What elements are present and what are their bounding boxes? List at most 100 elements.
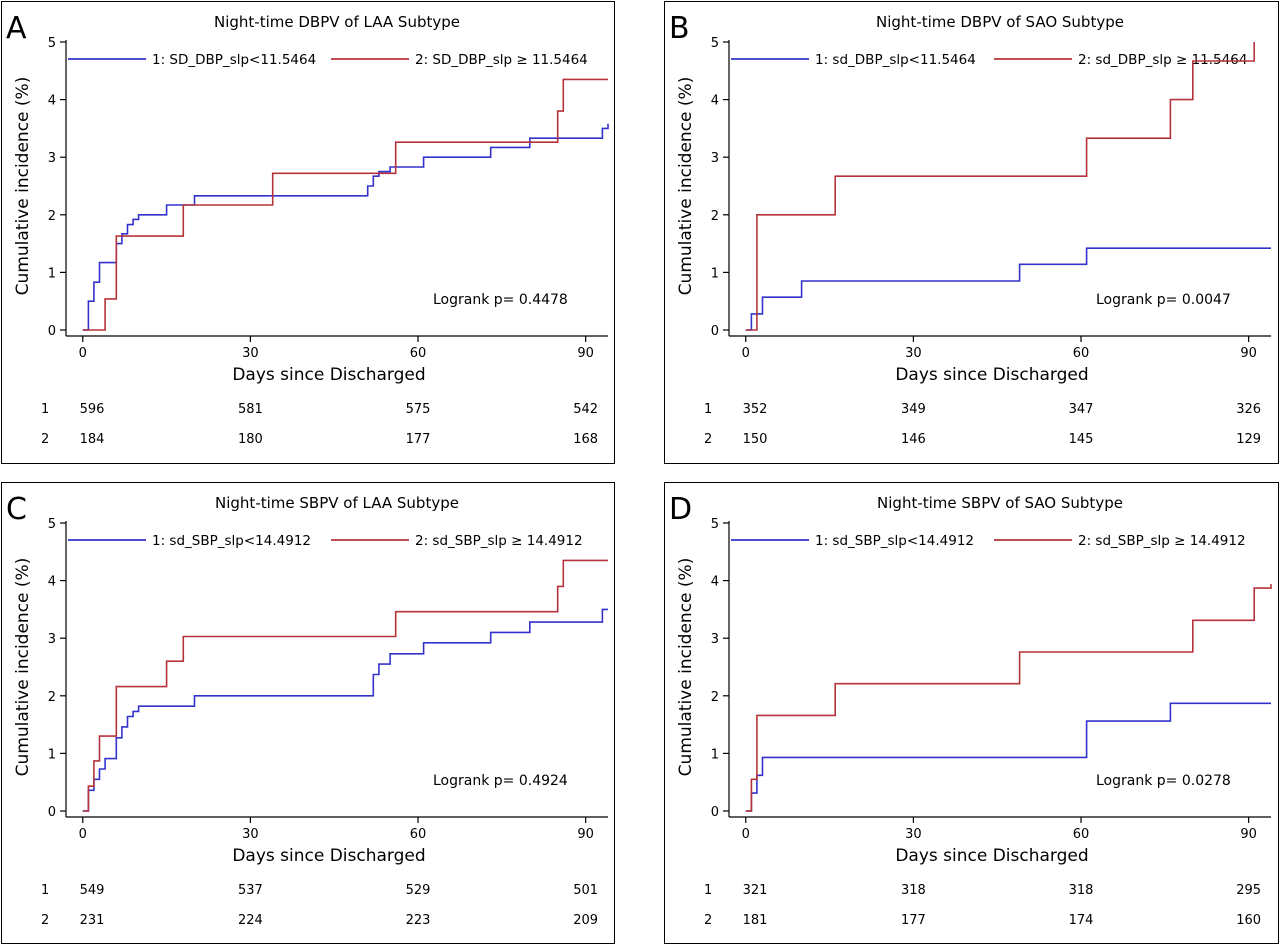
legend-label: 2: sd_SBP_slp ≥ 14.4912: [415, 533, 583, 549]
y-tick-label: 1: [48, 747, 56, 762]
at-risk-count: 177: [901, 913, 926, 928]
km-chart-c: C Night-time SBPV of LAA Subtype 0 1 2 3 4 5 0 30…: [6, 492, 608, 928]
at-risk-count: 501: [573, 883, 598, 898]
y-axis-label: Cumulative incidence (%): [676, 558, 696, 777]
y-tick-label: 2: [48, 209, 56, 224]
km-curve-group-2: [82, 559, 608, 812]
y-tick-label: 5: [711, 36, 719, 51]
x-tick-label: 90: [577, 827, 594, 842]
chart-title: Night-time DBPV of LAA Subtype: [214, 13, 460, 31]
at-risk-count: 160: [1236, 913, 1261, 928]
risk-row-label: 1: [41, 883, 49, 898]
at-risk-count: 549: [80, 883, 105, 898]
legend-label: 1: sd_DBP_slp<11.5464: [815, 52, 976, 68]
y-tick-label: 0: [711, 805, 719, 820]
logrank-annotation: Logrank p= 0.4924: [433, 773, 568, 789]
at-risk-count: 145: [1069, 432, 1094, 447]
y-tick-label: 3: [48, 151, 56, 166]
panel-letter: A: [6, 11, 27, 46]
km-curve-group-1: [82, 608, 608, 812]
at-risk-count: 295: [1236, 883, 1261, 898]
legend-label: 2: SD_DBP_slp ≥ 11.5464: [415, 52, 588, 68]
x-axis-label: Days since Discharged: [232, 846, 425, 866]
y-tick-label: 2: [48, 690, 56, 705]
risk-row-label: 2: [704, 913, 712, 928]
y-tick-label: 0: [48, 805, 56, 820]
x-tick-label: 60: [410, 346, 427, 361]
y-tick-label: 2: [711, 209, 719, 224]
at-risk-count: 223: [406, 913, 431, 928]
x-tick-label: 90: [577, 346, 594, 361]
at-risk-count: 181: [743, 913, 768, 928]
km-chart-b: B Night-time DBPV of SAO Subtype 0 1 2 3 4 5 0 30…: [669, 11, 1271, 447]
at-risk-count: 318: [1069, 883, 1094, 898]
y-tick-label: 1: [711, 266, 719, 281]
x-tick-label: 0: [79, 827, 87, 842]
at-risk-count: 177: [406, 432, 431, 447]
x-tick-label: 60: [1073, 827, 1090, 842]
at-risk-count: 174: [1069, 913, 1094, 928]
legend-label: 1: SD_DBP_slp<11.5464: [152, 52, 316, 68]
risk-row-label: 1: [704, 402, 712, 417]
y-tick-label: 1: [48, 266, 56, 281]
y-axis-label: Cumulative incidence (%): [676, 77, 696, 296]
y-tick-label: 3: [48, 632, 56, 647]
y-axis-label: Cumulative incidence (%): [13, 77, 33, 296]
y-tick-label: 3: [711, 632, 719, 647]
y-tick-label: 4: [711, 575, 719, 590]
logrank-annotation: Logrank p= 0.0278: [1096, 773, 1231, 789]
at-risk-count: 581: [238, 402, 263, 417]
at-risk-count: 129: [1236, 432, 1261, 447]
y-tick-label: 5: [711, 517, 719, 532]
at-risk-count: 537: [238, 883, 263, 898]
x-tick-label: 60: [1073, 346, 1090, 361]
at-risk-count: 224: [238, 913, 263, 928]
panel-letter: D: [669, 492, 692, 527]
y-tick-label: 1: [711, 747, 719, 762]
km-curve-group-2: [745, 42, 1255, 331]
x-tick-label: 90: [1240, 346, 1257, 361]
x-tick-label: 30: [905, 346, 922, 361]
x-tick-label: 30: [905, 827, 922, 842]
panel-letter: B: [669, 11, 690, 46]
logrank-annotation: Logrank p= 0.0047: [1096, 292, 1231, 308]
x-tick-label: 30: [242, 346, 259, 361]
x-axis-label: Days since Discharged: [895, 846, 1088, 866]
y-tick-label: 4: [711, 94, 719, 109]
logrank-annotation: Logrank p= 0.4478: [433, 292, 568, 308]
y-axis-label: Cumulative incidence (%): [13, 558, 33, 777]
panel-b: B Night-time DBPV of SAO Subtype 0 1 2 3 4 5 0 30…: [664, 1, 1279, 464]
at-risk-count: 180: [238, 432, 263, 447]
y-tick-label: 3: [711, 151, 719, 166]
legend-label: 2: sd_SBP_slp ≥ 14.4912: [1078, 533, 1246, 549]
x-tick-label: 30: [242, 827, 259, 842]
y-tick-label: 4: [48, 94, 56, 109]
km-curve-group-2: [745, 584, 1272, 812]
chart-title: Night-time SBPV of SAO Subtype: [877, 494, 1123, 512]
at-risk-count: 318: [901, 883, 926, 898]
y-tick-label: 4: [48, 575, 56, 590]
at-risk-count: 209: [573, 913, 598, 928]
x-tick-label: 0: [742, 346, 750, 361]
km-curve-group-1: [745, 247, 1271, 331]
y-tick-label: 0: [48, 324, 56, 339]
risk-row-label: 1: [41, 402, 49, 417]
risk-row-label: 2: [41, 432, 49, 447]
at-risk-count: 321: [743, 883, 768, 898]
x-tick-label: 90: [1240, 827, 1257, 842]
panel-letter: C: [6, 492, 27, 527]
panel-c: C Night-time SBPV of LAA Subtype 0 1 2 3 4 5 0 30…: [1, 482, 615, 944]
at-risk-count: 184: [80, 432, 105, 447]
panel-a: A Night-time DBPV of LAA Subtype 0 1 2 3 4 5 0 30…: [1, 1, 615, 464]
km-curve-group-1: [745, 702, 1271, 812]
x-axis-label: Days since Discharged: [232, 365, 425, 385]
chart-title: Night-time DBPV of SAO Subtype: [876, 13, 1124, 31]
risk-row-label: 2: [41, 913, 49, 928]
at-risk-count: 146: [901, 432, 926, 447]
y-tick-label: 5: [48, 36, 56, 51]
at-risk-count: 150: [743, 432, 768, 447]
risk-row-label: 2: [704, 432, 712, 447]
legend-label: 1: sd_SBP_slp<14.4912: [152, 533, 311, 549]
y-tick-label: 2: [711, 690, 719, 705]
at-risk-count: 168: [573, 432, 598, 447]
